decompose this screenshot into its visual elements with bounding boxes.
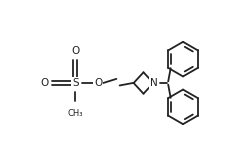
Text: S: S: [72, 78, 79, 88]
Text: O: O: [41, 78, 49, 88]
Text: O: O: [94, 78, 102, 88]
Text: N: N: [150, 78, 157, 88]
Text: CH₃: CH₃: [67, 109, 83, 118]
Text: O: O: [71, 46, 79, 56]
